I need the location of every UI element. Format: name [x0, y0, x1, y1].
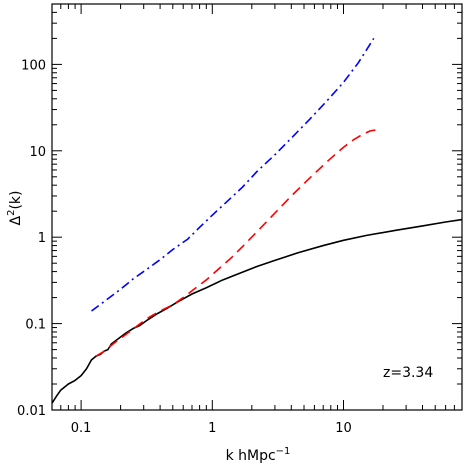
- x-tick-label: 10: [335, 421, 352, 436]
- axis-ticks: [51, 3, 463, 411]
- y-tick-label: 100: [21, 58, 46, 73]
- y-tick-label: 1: [38, 231, 46, 246]
- x-axis-label: k hMpc−1: [226, 446, 291, 464]
- x-tick-label: 1: [208, 421, 216, 436]
- axis-tick-labels: 0.1 1 10 0.01 0.1 1 10 100: [17, 58, 352, 436]
- series-line-3-dashdot: [91, 37, 375, 312]
- x-tick-label: 0.1: [71, 421, 92, 436]
- plot-frame: [51, 3, 463, 411]
- redshift-annotation: z=3.34: [383, 365, 433, 381]
- series-line-2-dashed: [95, 129, 378, 357]
- series-line-1-solid: [51, 218, 463, 404]
- y-tick-label: 0.1: [25, 318, 46, 333]
- y-tick-label: 0.01: [17, 404, 46, 419]
- y-axis-label: Δ2(k): [6, 191, 24, 226]
- y-tick-label: 10: [29, 145, 46, 160]
- series-lines: [51, 37, 463, 404]
